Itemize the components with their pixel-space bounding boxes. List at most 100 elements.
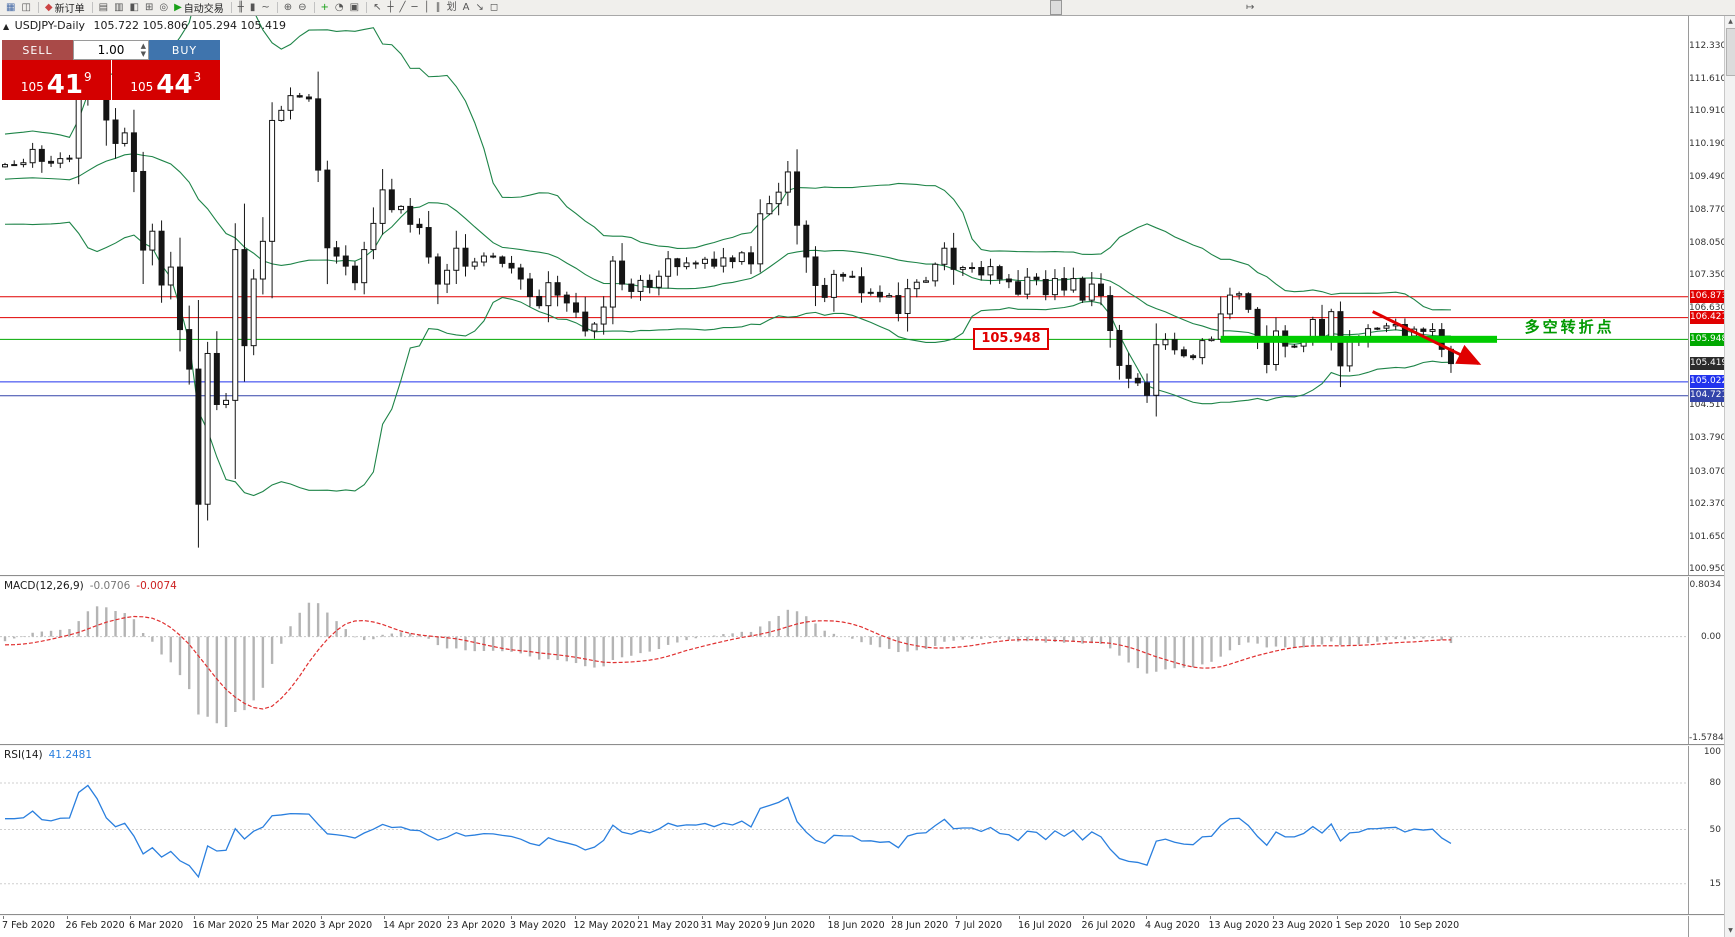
auto-trading-button[interactable]: ▶ 自动交易 [174, 2, 224, 15]
date-tick [701, 916, 703, 919]
date-tick [828, 916, 830, 919]
price-scale-label: 101.650 [1689, 531, 1727, 542]
scroll-up-icon[interactable]: ▲ [1728, 18, 1733, 25]
timeframe-buttons [978, 0, 1086, 15]
ohlc-values: 105.722 105.806 105.294 105.419 [93, 19, 286, 32]
price-scale-label: 100.950 [1689, 564, 1727, 575]
rsi-panel[interactable] [0, 746, 1688, 914]
date-label: 26 Feb 2020 [65, 920, 125, 931]
new-chart-button[interactable]: ▦ [6, 2, 16, 13]
timeframe-m5[interactable] [990, 1, 1002, 14]
macd-label: MACD(12,26,9) -0.0706 -0.0074 [4, 580, 177, 592]
terminal-button[interactable]: ⊞ [144, 2, 154, 13]
date-tick [1146, 916, 1147, 919]
separator[interactable] [35, 2, 39, 13]
periods-button[interactable]: ◔ [334, 2, 344, 13]
vertical-line-button[interactable]: │ [423, 2, 430, 13]
vertical-scrollbar[interactable]: ▲ ▼ [1724, 16, 1735, 937]
timeframe-d1[interactable] [1050, 0, 1062, 15]
line-chart-button[interactable]: ~ [261, 2, 270, 13]
navigator-button[interactable]: ◧ [129, 2, 139, 13]
macd-main-value: -0.0706 [89, 580, 131, 592]
sell-price-tile[interactable]: 105 41 9 [2, 60, 111, 100]
scrollbar-thumb[interactable] [1726, 28, 1735, 76]
toolbar-buttons: ▦ ◫ ◆ 新订单 ▤ ▥ ◧ ⊞ ◎ ▶ 自动交易 [3, 1, 501, 15]
trend-arrow [1372, 310, 1482, 365]
indicators-button[interactable]: + [320, 2, 329, 13]
separator[interactable] [89, 2, 93, 13]
date-axis[interactable]: 7 Feb 2020 26 Feb 2020 6 Mar 2020 16 Mar 20… [0, 916, 1688, 937]
timeframe-m15[interactable] [1002, 1, 1014, 14]
strategy-tester-button[interactable]: ◎ [159, 2, 169, 13]
templates-button[interactable]: ▣ [349, 2, 360, 13]
price-level-badge: 105.022 [1690, 375, 1728, 389]
data-window-button[interactable]: ▥ [114, 2, 124, 13]
price-scale-label: 108.050 [1689, 237, 1727, 248]
scroll-down-icon[interactable]: ▼ [1728, 927, 1733, 934]
volume-down-button[interactable]: ▼ [140, 50, 146, 58]
zoom-in-button[interactable]: ⊕ [283, 2, 293, 13]
buy-price-tile[interactable]: 105 44 3 [111, 60, 220, 100]
candles [2, 43, 1454, 548]
volume-up-button[interactable]: ▲ [140, 42, 146, 50]
chart-shift-button[interactable]: ↦ [1246, 2, 1255, 13]
timeframe-m1[interactable] [978, 1, 990, 14]
price-annotation-label[interactable]: 105.948 [973, 328, 1049, 351]
date-tick [955, 916, 957, 919]
shapes-tool-button[interactable]: ◻ [489, 2, 499, 13]
trendline-button[interactable]: ╱ [399, 2, 406, 13]
panel-separator[interactable] [0, 744, 1724, 746]
price-scale-label: 107.350 [1689, 269, 1727, 280]
timeframe-h1[interactable] [1026, 1, 1038, 14]
horizontal-lines [0, 296, 1688, 397]
crosshair-button[interactable]: ┼ [387, 2, 394, 13]
price-scale-label: 112.330 [1689, 41, 1727, 51]
date-tick [892, 916, 893, 919]
price-chart[interactable] [0, 16, 1688, 575]
new-order-button[interactable]: ◆ 新订单 [44, 2, 85, 15]
cursor-button[interactable]: ↖ [373, 2, 382, 13]
date-label: 7 Jul 2020 [954, 920, 1003, 931]
price-scale[interactable]: 112.330 111.610 110.910 110.190 109.490 108.7… [1688, 16, 1728, 937]
ask-main: 44 [156, 69, 193, 100]
turning-point-text[interactable]: 多空转折点 [1524, 318, 1615, 337]
date-tick [320, 916, 322, 919]
volume-input[interactable]: 1.00 ▲ ▼ [73, 40, 149, 60]
macd-histogram [3, 602, 1453, 727]
candlestick-chart-button[interactable]: ▮ [249, 2, 256, 13]
horizontal-line-button[interactable]: ─ [411, 2, 418, 13]
separator[interactable] [274, 2, 278, 13]
macd-panel[interactable] [0, 577, 1688, 744]
buy-button[interactable]: BUY [149, 40, 220, 60]
rsi-scale-label: 80 [1709, 778, 1721, 788]
timeframe-mn[interactable] [1074, 1, 1086, 14]
rsi-name: RSI(14) [4, 749, 43, 761]
draw-tool-button[interactable]: 划 [446, 2, 457, 13]
sell-button[interactable]: SELL [2, 40, 73, 60]
date-label: 25 Mar 2020 [256, 920, 317, 931]
market-watch-button[interactable]: ▤ [98, 2, 109, 13]
date-tick [1082, 916, 1084, 919]
rsi-scale-label: 100 [1703, 747, 1721, 757]
panel-separator[interactable] [0, 914, 1724, 916]
zoom-out-button[interactable]: ⊖ [298, 2, 307, 13]
date-tick [447, 916, 449, 919]
panel-separator[interactable] [0, 575, 1724, 577]
separator[interactable] [363, 2, 368, 13]
separator[interactable] [311, 2, 315, 13]
channel-button[interactable]: ∥ [435, 2, 441, 13]
date-label: 31 May 2020 [700, 920, 763, 931]
timeframe-m30[interactable] [1014, 1, 1026, 14]
date-tick [384, 916, 385, 919]
profiles-button[interactable]: ◫ [21, 2, 31, 13]
timeframe-w1[interactable] [1062, 1, 1074, 14]
bar-chart-button[interactable]: ╫ [237, 2, 244, 13]
arrows-tool-button[interactable]: ↘ [475, 2, 484, 13]
date-label: 28 Jun 2020 [891, 920, 949, 931]
separator[interactable] [228, 2, 232, 13]
timeframe-h4[interactable] [1038, 1, 1050, 14]
date-tick [66, 916, 68, 919]
text-tool-button[interactable]: A [462, 2, 470, 13]
date-label: 3 May 2020 [510, 920, 566, 931]
one-click-trading-toggle-icon[interactable]: ▲ [3, 22, 10, 31]
